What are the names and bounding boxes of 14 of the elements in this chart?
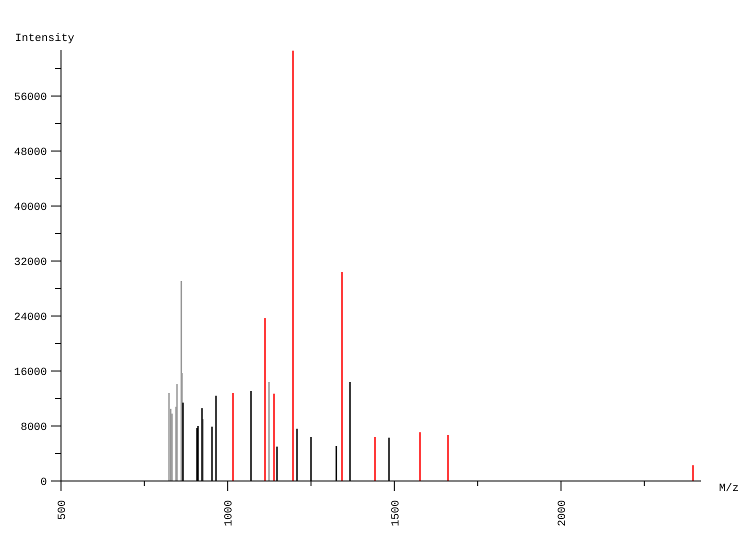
y-axis-title: Intensity [15,33,75,45]
y-tick-label: 24000 [14,312,47,324]
x-axis-title: M/z [719,483,739,495]
y-tick-label: 48000 [14,147,47,160]
y-tick-label: 56000 [14,92,47,104]
x-tick-label: 2000 [557,500,569,526]
y-tick-label: 32000 [14,257,47,270]
x-tick-label: 1500 [390,500,402,526]
y-tick-label: 0 [40,477,47,489]
y-tick-label: 8000 [20,422,47,434]
y-tick-label: 40000 [14,202,47,214]
y-tick-label: 16000 [14,367,47,380]
x-tick-label: 500 [57,500,69,520]
x-tick-label: 1000 [224,500,236,526]
